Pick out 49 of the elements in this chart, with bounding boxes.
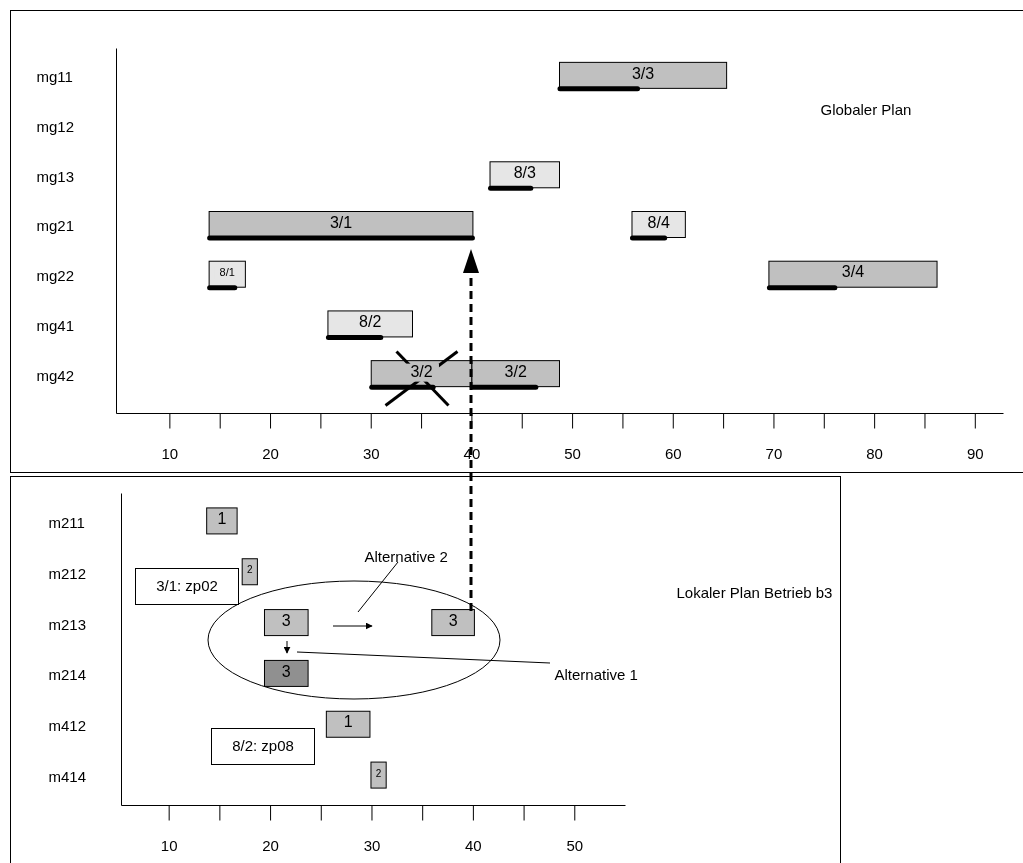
annotation: 8/2 [359,313,382,331]
y-tick-label: m213 [48,615,87,633]
annotation: 3/1 [329,213,353,231]
y-tick-label: m412 [48,717,87,735]
y-tick-label: mg11 [36,68,73,86]
annotation: 3 [448,611,458,629]
x-tick-label: 40 [465,836,482,854]
x-tick-label: 30 [363,836,381,854]
annotation: 3 [281,662,291,680]
y-tick-label: mg22 [36,267,75,285]
text: Lokaler Plan Betrieb b3 [676,584,833,602]
annotation: 1 [343,713,353,731]
annotation: 3/4 [841,263,865,281]
annotation: 8/1 [219,266,235,279]
annotation: 3/2 [504,362,527,380]
annotation: Alternative 2 [364,548,448,566]
annotation: 3/2 [410,362,433,380]
y-tick-label: m211 [48,513,85,531]
y-tick-label: mg12 [36,118,75,136]
x-tick-label: 60 [664,444,682,462]
annotation: 3/3 [631,64,655,82]
x-tick-label: 30 [362,444,380,462]
annotation: 8/4 [647,213,670,231]
x-tick-label: 50 [566,836,584,854]
x-tick-label: 20 [262,444,279,462]
y-tick-label: mg13 [36,167,75,185]
x-tick-label: 80 [866,444,883,462]
y-tick-label: mg41 [36,316,75,334]
annotation: 8/2: zp08 [232,737,294,755]
x-tick-label: 50 [564,444,581,462]
annotation: 3 [281,611,291,629]
y-tick-label: mg42 [36,366,75,384]
x-tick-label: 70 [765,444,783,462]
text: Globaler Plan [820,100,912,118]
annotation: 3/1: zp02 [156,577,218,595]
annotation: 1 [217,510,227,528]
y-tick-label: m414 [48,768,87,786]
x-tick-label: 40 [463,444,481,462]
annotation: 2 [247,564,253,576]
x-tick-label: 20 [262,836,279,854]
y-tick-label: m214 [48,666,87,684]
x-tick-label: 90 [966,444,984,462]
y-tick-label: mg21 [36,217,75,235]
annotation: 2 [375,767,382,779]
x-tick-label: 10 [161,444,179,462]
annotation: 8/3 [513,164,536,182]
y-tick-label: m212 [48,564,87,582]
x-tick-label: 10 [160,836,178,854]
annotation: Alternative 1 [554,666,638,684]
